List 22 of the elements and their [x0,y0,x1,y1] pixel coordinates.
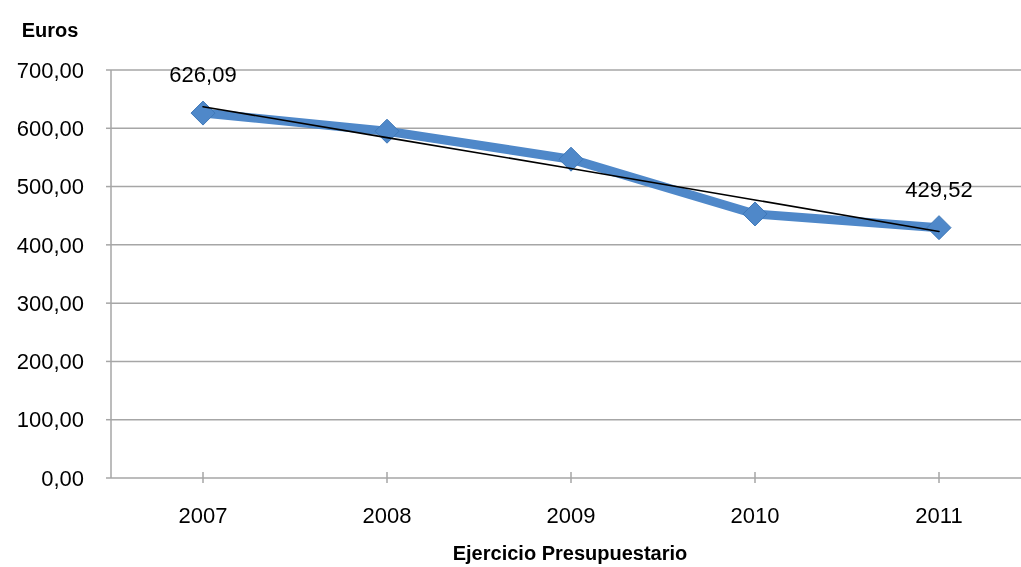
data-label: 429,52 [905,176,973,202]
y-tick-label: 600,00 [16,115,84,141]
point [374,118,400,144]
y-tick-label: 700,00 [16,57,84,83]
point [742,201,768,227]
point [558,146,584,172]
y-tick-label: 400,00 [16,232,84,258]
y-tick-label: 200,00 [16,349,84,375]
y-tick-label: 300,00 [16,290,84,316]
y-tick-label: 0,00 [41,465,84,491]
x-tick-label: 2009 [546,502,596,528]
y-tick-label: 100,00 [16,407,84,433]
x-tick-label: 2008 [362,502,412,528]
x-tick-label: 2011 [915,502,963,528]
point [926,215,952,241]
x-axis-title: Ejercicio Presupuestario [452,542,688,564]
y-tick-label: 500,00 [16,174,84,200]
y-axis-title: Euros [21,19,79,41]
x-tick-label: 2010 [730,502,780,528]
x-tick-label: 2007 [178,502,228,528]
point [190,100,216,126]
data-label: 626,09 [169,62,237,88]
